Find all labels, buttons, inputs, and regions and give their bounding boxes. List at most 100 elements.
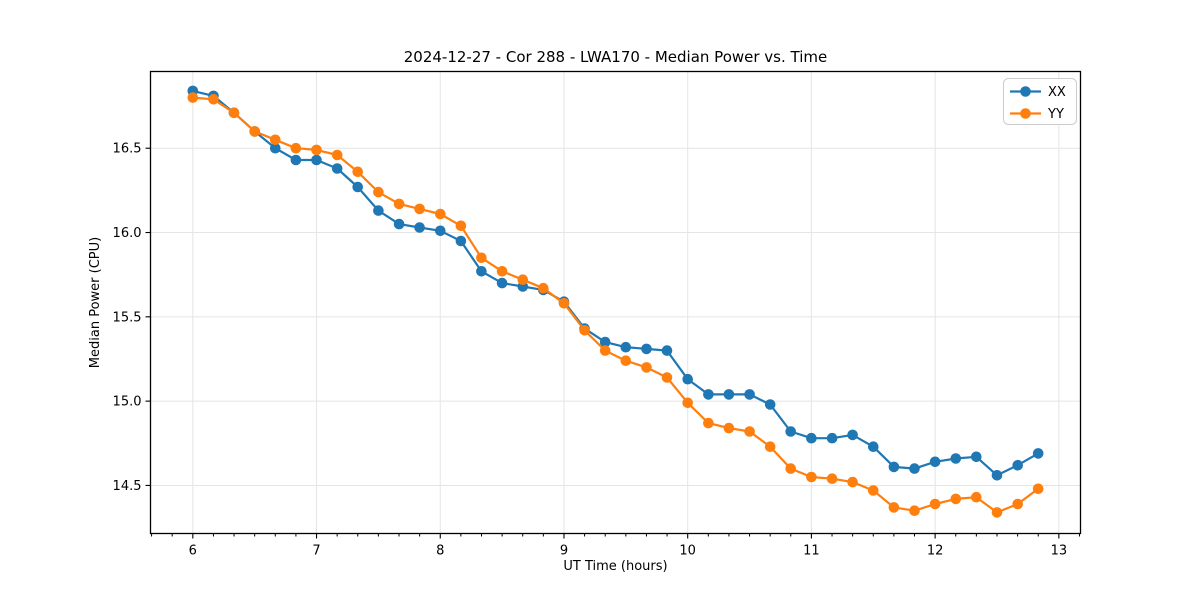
data-point-marker [703, 389, 714, 400]
data-point-marker [558, 298, 570, 309]
data-point-marker [806, 471, 817, 483]
grid-lines [150, 71, 1081, 534]
data-point-marker [476, 266, 487, 277]
data-point-marker [868, 441, 879, 453]
data-point-marker [764, 441, 776, 453]
chart-title: 2024-12-27 - Cor 288 - LWA170 - Median P… [404, 48, 828, 66]
axis-ticks [145, 147, 1080, 539]
data-point-marker [888, 461, 900, 473]
data-point-marker [661, 372, 673, 383]
tick-labels: 6 7 8 9 10 11 12 13 14.5 15.0 15.5 16.0 16.5 [113, 142, 1068, 559]
x-tick-label: 11 [803, 544, 820, 559]
data-point-marker [868, 485, 879, 496]
data-point-marker [620, 355, 632, 367]
x-tick-label: 13 [1051, 544, 1068, 559]
data-point-marker [929, 498, 941, 510]
data-point-marker [579, 325, 590, 336]
data-point-marker [1012, 459, 1023, 471]
data-point-marker [971, 451, 982, 463]
data-point-marker [414, 203, 425, 215]
data-point-marker [187, 92, 199, 103]
y-axis-label: Median Power (CPU) [88, 237, 103, 368]
data-point-marker [991, 470, 1003, 481]
data-point-marker [311, 144, 322, 156]
data-point-marker [290, 154, 302, 166]
y-tick-label: 16.5 [113, 142, 142, 157]
data-point-marker [517, 274, 529, 286]
data-point-marker [228, 107, 240, 119]
y-tick-label: 15.0 [113, 395, 142, 410]
x-axis-label: UT Time (hours) [563, 559, 667, 574]
data-point-marker [352, 181, 364, 193]
data-point-marker [393, 218, 405, 230]
legend: XX YY [1003, 78, 1077, 125]
plot-border [149, 70, 1082, 535]
data-point-marker [331, 149, 343, 161]
data-point-marker [290, 142, 302, 154]
data-point-marker [703, 417, 714, 429]
data-point-marker [971, 491, 982, 503]
data-point-marker [991, 507, 1003, 518]
data-point-marker [1032, 448, 1044, 459]
data-point-marker [270, 134, 281, 146]
data-point-marker [538, 282, 549, 294]
legend-label-xx: XX [1048, 85, 1066, 100]
data-point-marker [208, 94, 219, 105]
data-point-marker [764, 399, 776, 410]
data-point-marker [373, 186, 384, 198]
data-point-marker [785, 463, 796, 474]
data-point-marker [352, 166, 364, 178]
x-tick-label: 9 [560, 544, 568, 559]
data-point-marker [826, 432, 838, 444]
y-tick-label: 16.0 [113, 226, 142, 241]
data-point-marker [249, 126, 260, 137]
data-point-marker [476, 252, 487, 264]
data-point-marker [311, 154, 322, 166]
data-point-marker [496, 277, 508, 289]
data-point-marker [950, 493, 962, 505]
data-point-marker [331, 163, 343, 174]
data-series [187, 85, 1044, 518]
legend-marker-yy [1020, 108, 1031, 119]
data-point-marker [455, 235, 467, 247]
data-point-marker [1012, 498, 1023, 510]
data-point-marker [599, 336, 611, 348]
data-point-marker [599, 345, 611, 356]
plot-frame [149, 70, 1082, 535]
data-point-marker [373, 205, 384, 216]
data-point-marker [826, 473, 838, 485]
legend-label-yy: YY [1047, 107, 1064, 122]
series-yy-markers [187, 92, 1044, 518]
data-point-marker [414, 222, 425, 233]
x-tick-label: 7 [312, 544, 320, 559]
data-point-marker [496, 266, 508, 277]
data-point-marker [641, 362, 652, 373]
data-point-marker [909, 463, 920, 474]
data-point-marker [620, 341, 632, 353]
x-tick-label: 6 [189, 544, 197, 559]
y-tick-label: 14.5 [113, 479, 142, 494]
data-point-marker [435, 225, 446, 237]
legend-samples [1010, 86, 1041, 119]
data-point-marker [435, 208, 446, 220]
data-point-marker [950, 453, 962, 464]
data-point-marker [393, 198, 405, 210]
x-tick-label: 10 [679, 544, 696, 559]
data-point-marker [661, 345, 673, 356]
data-point-marker [641, 343, 652, 355]
data-point-marker [888, 502, 900, 513]
legend-marker-xx [1020, 86, 1031, 97]
data-point-marker [682, 373, 693, 385]
data-point-marker [744, 389, 755, 400]
x-tick-label: 12 [927, 544, 944, 559]
data-point-marker [682, 397, 693, 409]
y-tick-label: 15.5 [113, 310, 142, 325]
x-tick-label: 8 [436, 544, 444, 559]
data-point-marker [723, 422, 735, 434]
data-point-marker [723, 389, 735, 400]
data-point-marker [455, 220, 467, 232]
data-point-marker [270, 142, 281, 154]
data-point-marker [744, 426, 755, 437]
